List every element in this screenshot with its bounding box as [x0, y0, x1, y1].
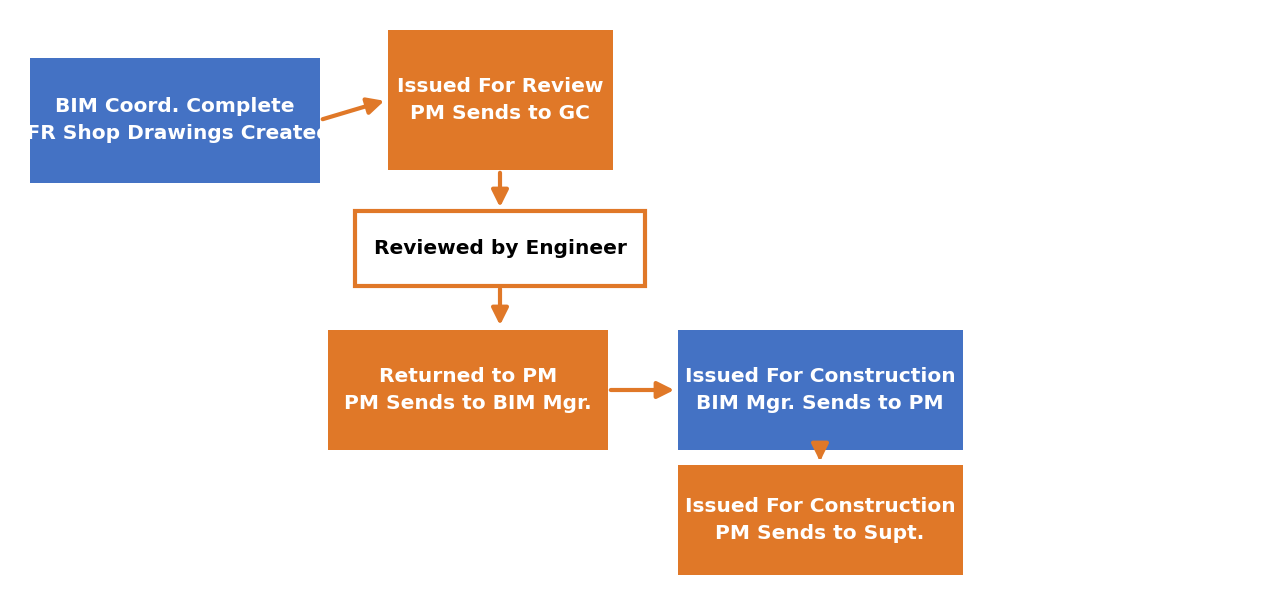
Text: Issued For Construction
BIM Mgr. Sends to PM: Issued For Construction BIM Mgr. Sends t…: [685, 367, 955, 413]
FancyBboxPatch shape: [30, 57, 320, 182]
FancyBboxPatch shape: [387, 30, 612, 170]
Text: Returned to PM
PM Sends to BIM Mgr.: Returned to PM PM Sends to BIM Mgr.: [344, 367, 592, 413]
Text: Issued For Review
PM Sends to GC: Issued For Review PM Sends to GC: [396, 77, 603, 123]
Text: Reviewed by Engineer: Reviewed by Engineer: [373, 238, 626, 257]
FancyBboxPatch shape: [328, 330, 608, 450]
Text: Issued For Construction
PM Sends to Supt.: Issued For Construction PM Sends to Supt…: [685, 497, 955, 543]
Text: BIM Coord. Complete
IFR Shop Drawings Created: BIM Coord. Complete IFR Shop Drawings Cr…: [19, 97, 330, 143]
FancyBboxPatch shape: [677, 330, 963, 450]
FancyBboxPatch shape: [677, 465, 963, 575]
FancyBboxPatch shape: [356, 210, 645, 285]
